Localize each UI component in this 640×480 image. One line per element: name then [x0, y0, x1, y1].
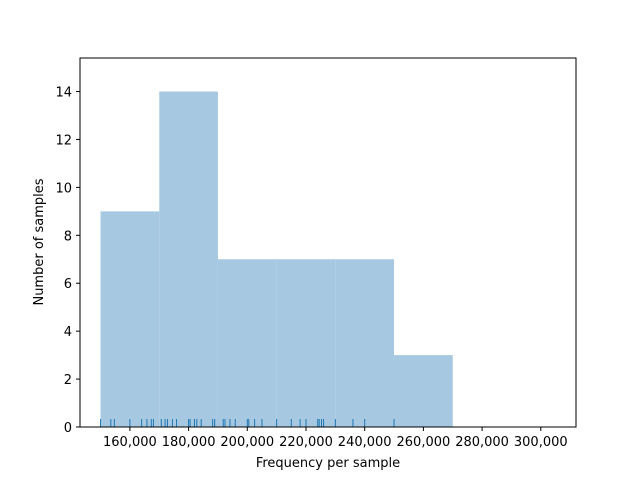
- y-tick-label-4: 8: [64, 229, 72, 244]
- x-tick-label-4: 240,000: [338, 435, 392, 450]
- y-tick-label-3: 6: [64, 277, 72, 292]
- y-tick-label-0: 0: [64, 421, 72, 436]
- y-tick-label-5: 10: [55, 181, 72, 196]
- x-tick-label-5: 260,000: [397, 435, 451, 450]
- histogram-bar-5: [394, 355, 453, 427]
- y-tick-label-7: 14: [55, 86, 72, 101]
- x-tick-label-1: 180,000: [162, 435, 216, 450]
- histogram-bar-4: [335, 259, 395, 427]
- bars-group: [100, 91, 453, 427]
- x-tick-label-3: 220,000: [279, 435, 333, 450]
- x-tick-label-7: 300,000: [514, 435, 568, 450]
- y-axis-ticks: 0 2 4 6 8 10 12 14: [55, 86, 80, 436]
- x-axis-label: Frequency per sample: [256, 456, 400, 471]
- histogram-bar-2: [217, 259, 277, 427]
- plot-area-frame: [79, 57, 577, 428]
- x-tick-label-2: 200,000: [220, 435, 274, 450]
- y-axis-label: Number of samples: [32, 178, 47, 305]
- x-tick-label-0: 160,000: [103, 435, 157, 450]
- rug-group: [100, 419, 395, 427]
- y-tick-label-1: 2: [64, 373, 72, 388]
- histogram-bar-3: [276, 259, 336, 427]
- y-tick-label-2: 4: [64, 325, 72, 340]
- histogram-bar-1: [159, 91, 218, 427]
- x-tick-label-6: 280,000: [455, 435, 509, 450]
- x-axis-ticks: 160,000 180,000 200,000 220,000 240,000 260,0…: [103, 427, 568, 450]
- histogram-bar-0: [100, 211, 160, 427]
- y-tick-label-6: 12: [55, 133, 72, 148]
